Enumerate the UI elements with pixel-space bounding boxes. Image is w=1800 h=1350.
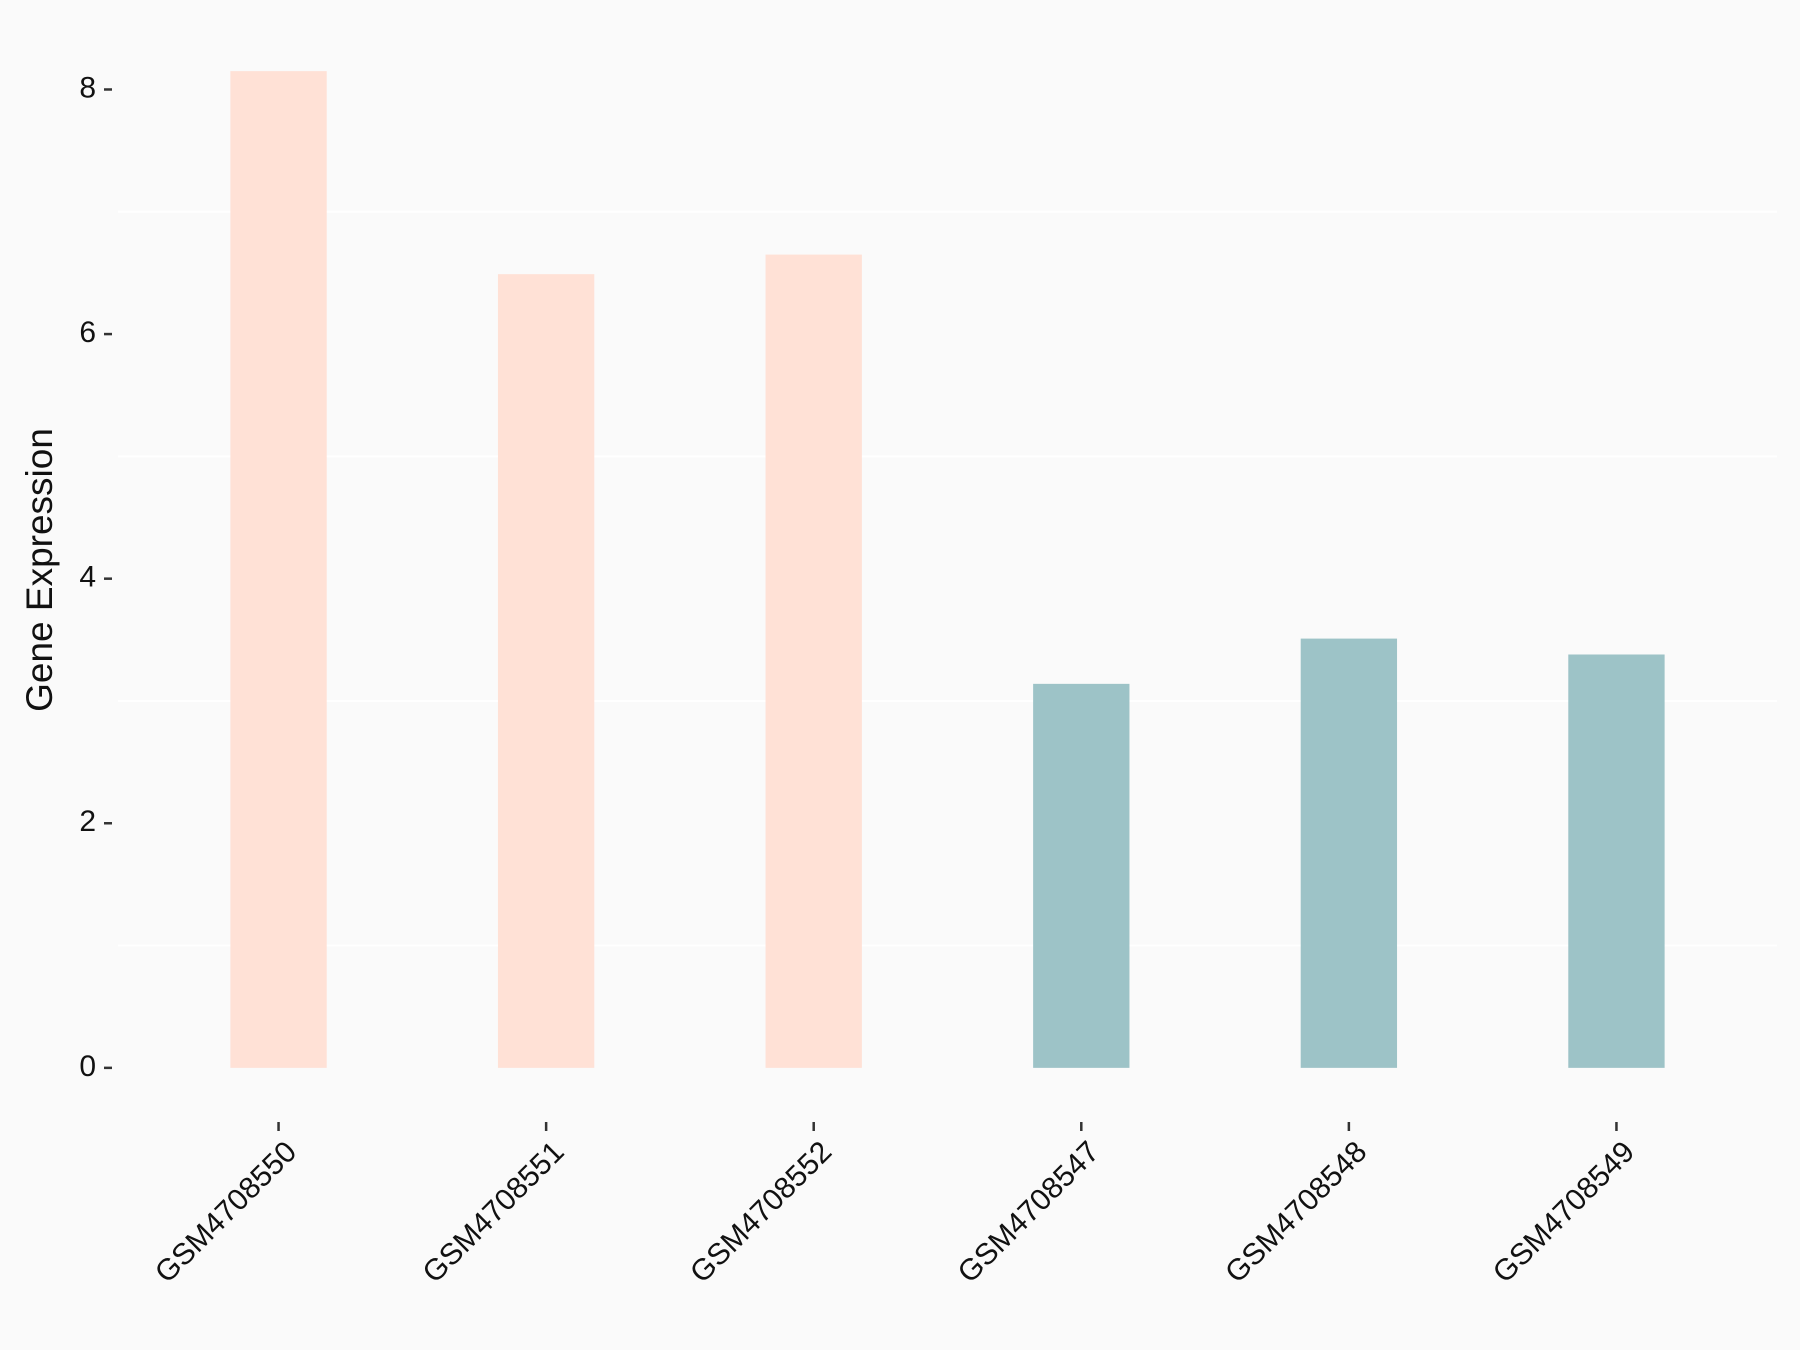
y-tick-label: 0 — [79, 1050, 96, 1083]
y-tick-label: 4 — [79, 561, 96, 594]
bar — [1568, 654, 1665, 1068]
bar — [230, 71, 327, 1068]
bar — [765, 254, 862, 1068]
bar — [497, 274, 595, 1068]
bar — [1033, 683, 1130, 1068]
bar — [1300, 638, 1398, 1068]
y-tick-label: 6 — [79, 316, 96, 349]
y-axis-title: Gene Expression — [19, 428, 60, 712]
y-tick-label: 8 — [79, 71, 96, 104]
y-tick-label: 2 — [79, 805, 96, 838]
